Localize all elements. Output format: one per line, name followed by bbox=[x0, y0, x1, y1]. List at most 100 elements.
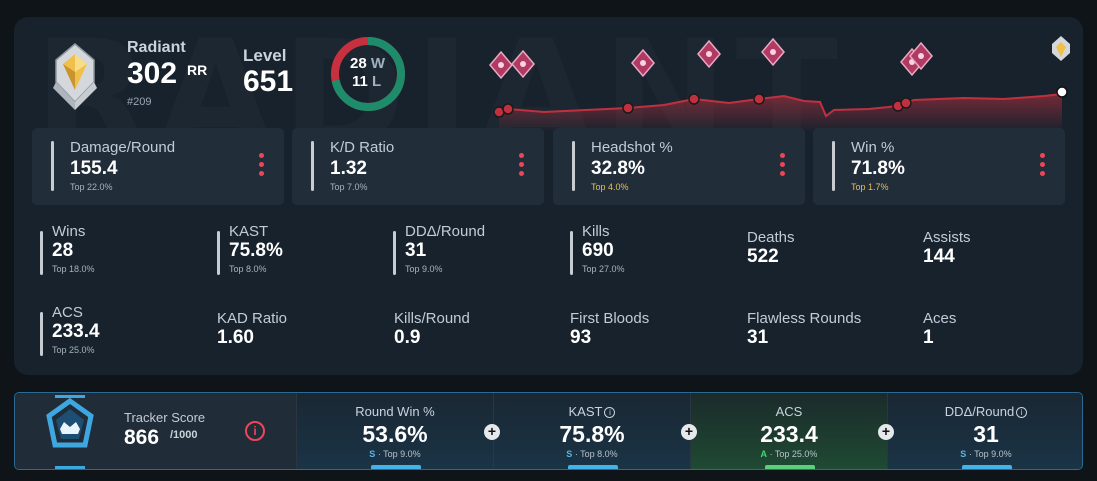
stat-rank: Top 4.0% bbox=[591, 182, 629, 192]
grade-indicator bbox=[765, 465, 815, 469]
stat-indicator-bar bbox=[572, 141, 575, 191]
level-value: 651 bbox=[243, 65, 294, 98]
more-options-icon[interactable] bbox=[256, 153, 266, 179]
tracker-cell-value: 53.6% bbox=[362, 421, 428, 447]
stat-label: DDΔ/Round bbox=[405, 223, 486, 240]
stat-card-headshot-percent: Headshot % 32.8% Top 4.0% bbox=[553, 128, 805, 205]
plus-icon[interactable]: + bbox=[681, 424, 697, 440]
plus-icon[interactable]: + bbox=[484, 424, 500, 440]
more-options-icon[interactable] bbox=[777, 153, 787, 179]
trend-area bbox=[499, 94, 1062, 132]
stat-value: 1 bbox=[923, 327, 934, 348]
overview-card: RADIANT Radiant 302 RR #209 Level 651 28… bbox=[14, 17, 1083, 375]
stat-label: Aces bbox=[923, 310, 957, 327]
tracker-cell-label: KAST i bbox=[494, 404, 690, 419]
stat-label: Deaths bbox=[747, 229, 795, 246]
tracker-score-logo-icon bbox=[46, 395, 94, 469]
stat-value: 1.32 bbox=[330, 158, 367, 179]
wins-count: 28 W bbox=[350, 55, 386, 72]
tracker-cell-value: 75.8% bbox=[559, 421, 625, 447]
stat-aces: Aces 1 bbox=[923, 310, 1083, 370]
stat-label: First Bloods bbox=[570, 310, 650, 327]
tracker-cell-value: 233.4 bbox=[760, 421, 818, 447]
stat-indicator-bar bbox=[832, 141, 835, 191]
losses-count: 11 L bbox=[352, 73, 382, 90]
rank-name: Radiant bbox=[127, 39, 186, 56]
stat-value: 233.4 bbox=[52, 321, 100, 342]
immortal-badge-icon bbox=[631, 48, 655, 78]
tracker-score-label: Tracker Score bbox=[124, 410, 206, 425]
trend-point bbox=[900, 97, 912, 109]
stat-rank: Top 8.0% bbox=[229, 264, 267, 274]
stat-card-damage-per-round: Damage/Round 155.4 Top 22.0% bbox=[32, 128, 284, 205]
stat-card-win-percent: Win % 71.8% Top 1.7% bbox=[813, 128, 1065, 205]
stat-kast: KAST 75.8% Top 8.0% bbox=[217, 223, 387, 283]
grade-badge: A bbox=[760, 449, 768, 459]
stat-rank: Top 25.0% bbox=[52, 345, 95, 355]
level-label: Level bbox=[243, 46, 287, 65]
stat-value: 75.8% bbox=[229, 240, 283, 261]
tracker-cell-label: ACS bbox=[775, 404, 803, 419]
trend-current-point bbox=[1056, 86, 1068, 98]
stat-rank: Top 22.0% bbox=[70, 182, 113, 192]
stat-value: 522 bbox=[747, 246, 779, 267]
tracker-cell-rank: S · Top 9.0% bbox=[960, 449, 1012, 459]
stat-value: 0.9 bbox=[394, 327, 421, 348]
stat-rank: Top 7.0% bbox=[330, 182, 368, 192]
stat-kills: Kills 690 Top 27.0% bbox=[570, 223, 740, 283]
trend-point bbox=[622, 102, 634, 114]
stat-value: 28 bbox=[52, 240, 74, 261]
stat-kills-per-round: Kills/Round 0.9 bbox=[394, 310, 564, 370]
stat-kad-ratio: KAD Ratio 1.60 bbox=[217, 310, 387, 370]
stat-value: 71.8% bbox=[851, 158, 905, 179]
stat-label: Assists bbox=[923, 229, 971, 246]
stat-label: KAST bbox=[229, 223, 269, 240]
trend-point bbox=[753, 93, 765, 105]
info-icon[interactable]: i bbox=[1016, 407, 1028, 418]
more-options-icon[interactable] bbox=[516, 153, 526, 179]
tracker-cell-rank: A · Top 25.0% bbox=[760, 449, 818, 459]
stat-indicator-bar bbox=[311, 141, 314, 191]
stat-flawless-rounds: Flawless Rounds 31 bbox=[747, 310, 917, 370]
tracker-cell-label: Round Win % bbox=[355, 404, 435, 419]
stat-indicator-bar bbox=[217, 231, 220, 275]
radiant-rank-icon bbox=[53, 43, 97, 110]
plus-icon[interactable]: + bbox=[878, 424, 894, 440]
tracker-score-max: /1000 bbox=[170, 429, 198, 441]
stat-rank: Top 27.0% bbox=[582, 264, 625, 274]
stat-value: 31 bbox=[747, 327, 769, 348]
stat-value: 32.8% bbox=[591, 158, 645, 179]
trend-point bbox=[688, 93, 700, 105]
immortal-badge-icon bbox=[697, 39, 721, 69]
stat-rank: Top 9.0% bbox=[405, 264, 443, 274]
stat-label: Kills bbox=[582, 223, 610, 240]
tracker-cell-rank: S · Top 9.0% bbox=[369, 449, 421, 459]
stat-indicator-bar bbox=[570, 231, 573, 275]
tracker-cell-kast: KAST i 75.8% S · Top 8.0% bbox=[493, 393, 690, 469]
grade-badge: S bbox=[566, 449, 573, 459]
stat-deaths: Deaths 522 bbox=[747, 229, 917, 289]
stat-indicator-bar bbox=[51, 141, 54, 191]
info-icon[interactable]: i bbox=[604, 407, 616, 418]
leaderboard-position: #209 bbox=[127, 96, 152, 108]
trend-point bbox=[502, 103, 514, 115]
info-icon[interactable]: i bbox=[245, 421, 265, 441]
more-options-icon[interactable] bbox=[1037, 153, 1047, 179]
immortal-badge-icon bbox=[909, 41, 933, 71]
stat-value: 31 bbox=[405, 240, 427, 261]
win-loss-ring bbox=[331, 37, 405, 111]
stat-label: Headshot % bbox=[591, 139, 673, 156]
tracker-score-panel: Tracker Score 866 /1000 i Round Win % 53… bbox=[14, 392, 1083, 470]
grade-badge: S bbox=[960, 449, 967, 459]
tracker-score-summary: Tracker Score 866 /1000 i bbox=[15, 393, 296, 469]
stat-first-bloods: First Bloods 93 bbox=[570, 310, 740, 370]
stat-label: Win % bbox=[851, 139, 895, 156]
grade-badge: S bbox=[369, 449, 376, 459]
stat-wins: Wins 28 Top 18.0% bbox=[40, 223, 210, 283]
stat-indicator-bar bbox=[40, 231, 43, 275]
stat-label: Wins bbox=[52, 223, 86, 240]
tracker-score-value: 866 bbox=[124, 426, 160, 449]
immortal-badge-icon bbox=[761, 37, 785, 67]
stat-label: Flawless Rounds bbox=[747, 310, 862, 327]
stat-assists: Assists 144 bbox=[923, 229, 1083, 289]
